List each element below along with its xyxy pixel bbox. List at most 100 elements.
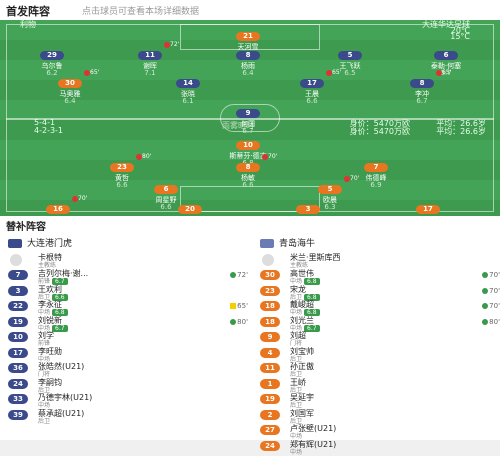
player-rating: 6.4 <box>64 97 76 105</box>
player-position: 中场 6.7 <box>290 323 320 332</box>
player-marker[interactable]: 8 杨雨 6.4 <box>218 42 278 77</box>
player-marker[interactable]: 30 马奥雅 6.4 65' <box>40 69 100 105</box>
coach-role: 主教练 <box>38 262 57 269</box>
player-name: 刘宝帅 <box>290 346 314 356</box>
player-name: 天河雪 <box>237 43 259 51</box>
player-name: 泰勒·何塞 <box>430 62 462 70</box>
substitute-row[interactable]: 22 李永征 中场 6.8 65' <box>8 299 248 316</box>
player-marker[interactable]: 17郭文(U21)6.9 <box>398 196 458 216</box>
jersey-number: 24 <box>8 378 28 389</box>
right-team-label: 大连华达足球 <box>422 20 470 29</box>
substitute-row[interactable]: 17 李旺勋 中场 <box>8 346 248 363</box>
substitute-row[interactable]: 7 吉列尔梅·谢... 前锋 6.7 72' <box>8 268 248 285</box>
player-marker[interactable]: 23 黄哲 6.6 80' <box>92 153 152 189</box>
player-name: 乌尔鲁 <box>41 62 63 70</box>
player-marker[interactable]: 6 泰勒·何塞 6.7 <box>416 42 476 77</box>
player-name: 李嗣钧 <box>38 377 62 387</box>
team-logo-icon <box>260 239 274 248</box>
jersey-number: 11 <box>260 363 280 373</box>
position-text: 后卫 <box>290 402 303 409</box>
substitute-row[interactable]: 19 吴延宇 后卫 <box>260 392 500 409</box>
sub-time: 65' <box>237 302 248 310</box>
temperature-2: 15°C <box>450 32 470 41</box>
player-rating: 6.7 <box>440 69 452 77</box>
substitute-row[interactable]: 36 张皓然(U21) 门将 <box>8 361 248 378</box>
substitute-row[interactable]: 19 刘锐新 中场 6.7 80' <box>8 315 248 332</box>
player-marker[interactable]: 17 王晨 6.6 65' <box>282 69 342 105</box>
jersey-number: 10 <box>8 332 28 342</box>
substitute-row[interactable]: 10 刘学 前锋 <box>8 330 248 347</box>
player-marker[interactable]: 8 李冲 6.7 65' <box>392 69 452 105</box>
player-marker[interactable]: 29 乌尔鲁 6.2 <box>22 42 82 77</box>
substitute-row[interactable]: 23 宋龙 后卫 6.8 70' <box>260 284 500 301</box>
substitute-row[interactable]: 24 郑有辉(U21) 中场 <box>260 439 500 456</box>
player-name: 王欢利 <box>38 284 62 294</box>
jersey-number: 6 <box>434 51 458 60</box>
player-name: 谢晖 <box>143 62 157 70</box>
sub-time: 70' <box>350 175 360 182</box>
player-marker[interactable]: 8 杨敏 6.6 70' <box>218 153 278 189</box>
position-text: 中场 <box>38 324 51 332</box>
jersey-number: 39 <box>8 409 28 420</box>
player-rating: 6.3 <box>324 203 336 211</box>
player-position: 门将 <box>38 369 50 378</box>
player-rating: 6.6 <box>160 203 172 211</box>
position-text: 前锋 <box>38 278 51 285</box>
substitute-row[interactable]: 18 刘光兰 中场 6.7 80' <box>260 315 500 332</box>
player-marker[interactable]: 20尚杰·卢克瑞6.8 <box>160 196 220 216</box>
player-rating: 6.2 <box>46 69 58 77</box>
right-coach[interactable]: 米兰·里斯库西 主教练 <box>260 252 500 269</box>
sub-time-badge: 70' <box>344 175 359 182</box>
player-position: 后卫 <box>290 400 302 409</box>
position-text: 中场 <box>38 402 51 409</box>
player-rating: 6.7 <box>304 324 320 332</box>
sub-on-icon <box>482 303 489 309</box>
substitute-row[interactable]: 27 卢张壁(U21) 中场 <box>260 423 500 440</box>
player-marker[interactable]: 7 伟德峰 6.9 <box>346 154 406 189</box>
left-coach[interactable]: 卡根特 主教练 <box>8 252 248 269</box>
substitute-row[interactable]: 3 王欢利 后卫 6.6 <box>8 284 248 301</box>
player-marker[interactable]: 16施冬6.970' <box>28 195 88 216</box>
substitute-row[interactable]: 9 刘超 门将 <box>260 330 500 347</box>
jersey-number: 7 <box>364 163 388 172</box>
player-position: 后卫 <box>290 416 302 425</box>
substitute-row[interactable]: 30 高世伟 中场 6.8 70' <box>260 268 500 285</box>
substitute-row[interactable]: 33 乃德宇林(U21) 中场 <box>8 392 248 409</box>
sub-on-icon <box>230 318 237 325</box>
player-marker[interactable]: 6 周星野 6.6 <box>136 176 196 211</box>
left-team-header[interactable]: 大连港门虎 <box>8 236 248 252</box>
player-name: 张皓然(U21) <box>38 362 85 371</box>
player-marker[interactable]: 5 王飞跃 6.5 <box>320 42 380 77</box>
player-marker[interactable]: 3张恒7.1 <box>278 196 338 216</box>
player-position: 后卫 6.8 <box>290 292 320 301</box>
player-position: 中场 6.8 <box>38 307 68 316</box>
player-marker[interactable]: 14 张晓 6.1 <box>158 70 218 105</box>
coach-name: 卡根特 <box>38 253 62 262</box>
formation-label-2: 4-2-3-1 <box>34 126 64 135</box>
player-marker[interactable]: 11 谢晖 7.1 72' <box>120 41 180 77</box>
substitute-row[interactable]: 1 王峤 后卫 <box>260 377 500 394</box>
substitute-row[interactable]: 11 孙正傲 后卫 <box>260 361 500 378</box>
sub-time: 65' <box>442 69 452 76</box>
right-team-header[interactable]: 青岛海牛 <box>260 236 500 252</box>
substitute-row[interactable]: 4 刘宝帅 后卫 <box>260 346 500 363</box>
substitute-row[interactable]: 39 蔡承超(U21) 后卫 <box>8 408 248 425</box>
sub-on-badge: 70' <box>482 271 500 279</box>
jersey-number: 1 <box>260 378 280 389</box>
substitute-row[interactable]: 2 刘国军 后卫 <box>260 408 500 425</box>
jersey-number: 19 <box>260 394 280 404</box>
market-value-2: 身价：5470万欧 <box>349 127 410 136</box>
position-text: 中场 <box>38 309 51 316</box>
substitute-row[interactable]: 24 李嗣钧 后卫 <box>8 377 248 394</box>
player-marker[interactable]: 5 欧晨 6.3 70' <box>300 175 360 211</box>
position-text: 中场 <box>290 278 303 285</box>
player-marker[interactable]: 9 何国 6.7 <box>218 100 278 135</box>
sub-time: 70' <box>489 271 500 279</box>
page-subtitle: 点击球员可查看本场详细数据 <box>82 7 200 17</box>
sub-on-icon <box>482 287 489 294</box>
sub-on-badge: 65' <box>230 302 248 310</box>
right-team-subs: 青岛海牛 米兰·里斯库西 主教练 30 高世伟 中场 6.8 70' 23 宋龙 后卫 6.8 70… <box>260 236 500 456</box>
sub-on-badge: 80' <box>230 318 248 326</box>
jersey-number: 3 <box>8 285 28 296</box>
substitute-row[interactable]: 18 戴峻超 中场 6.8 70' <box>260 299 500 316</box>
